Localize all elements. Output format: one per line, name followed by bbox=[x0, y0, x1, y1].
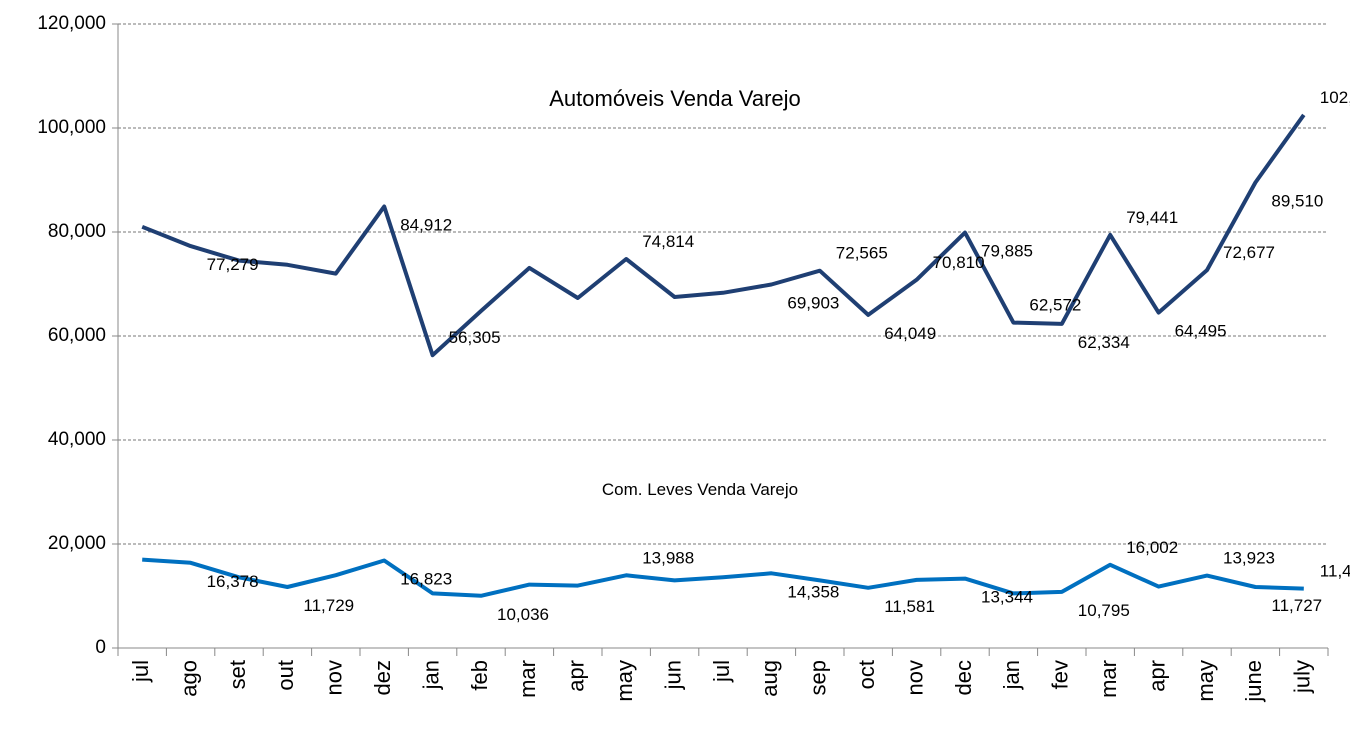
data-label: 10,036 bbox=[497, 605, 549, 624]
data-label: 79,885 bbox=[981, 242, 1033, 261]
x-tick-label: jun bbox=[660, 660, 685, 690]
data-label: 16,378 bbox=[207, 572, 259, 591]
data-label: 13,988 bbox=[642, 548, 694, 567]
data-label: 16,823 bbox=[400, 570, 452, 589]
series-label: Com. Leves Venda Varejo bbox=[602, 480, 798, 499]
data-label: 14,358 bbox=[787, 582, 839, 601]
x-tick-label: fev bbox=[1048, 660, 1073, 689]
x-tick-label: jul bbox=[709, 660, 734, 683]
x-tick-label: dec bbox=[951, 660, 976, 695]
data-label: 84,912 bbox=[400, 215, 452, 234]
y-tick-label: 0 bbox=[95, 637, 106, 658]
data-label: 11,727 bbox=[1271, 596, 1322, 615]
x-tick-label: ago bbox=[176, 660, 201, 697]
series-line bbox=[141, 113, 1306, 358]
data-label: 11,426 bbox=[1320, 562, 1350, 581]
data-label: 11,729 bbox=[303, 596, 354, 615]
x-tick-label: dez bbox=[370, 660, 395, 695]
x-tick-label: jan bbox=[418, 660, 443, 690]
data-label: 16,002 bbox=[1126, 538, 1178, 557]
data-label: 79,441 bbox=[1126, 208, 1178, 227]
y-tick-label: 20,000 bbox=[48, 533, 106, 554]
data-label: 102,510 bbox=[1320, 88, 1350, 107]
x-tick-label: may bbox=[612, 660, 637, 702]
y-tick-label: 120,000 bbox=[37, 13, 106, 34]
data-label: 72,565 bbox=[836, 244, 888, 263]
y-tick-label: 40,000 bbox=[48, 429, 106, 450]
x-tick-label: set bbox=[225, 660, 250, 689]
x-tick-label: aug bbox=[757, 660, 782, 697]
x-tick-label: mar bbox=[1096, 660, 1121, 698]
x-tick-label: june bbox=[1241, 660, 1266, 703]
data-label: 72,677 bbox=[1223, 243, 1275, 262]
x-tick-label: nov bbox=[902, 660, 927, 695]
x-tick-label: nov bbox=[322, 660, 347, 695]
series-label: Automóveis Venda Varejo bbox=[549, 86, 801, 111]
y-tick-label: 80,000 bbox=[48, 221, 106, 242]
data-label: 13,923 bbox=[1223, 549, 1275, 568]
x-tick-label: apr bbox=[564, 660, 589, 692]
data-label: 56,305 bbox=[449, 328, 501, 347]
x-tick-label: apr bbox=[1144, 660, 1169, 692]
data-label: 69,903 bbox=[787, 294, 839, 313]
data-label: 74,814 bbox=[642, 232, 694, 251]
data-label: 64,049 bbox=[884, 324, 936, 343]
x-tick-label: jul bbox=[128, 660, 153, 683]
data-label: 11,581 bbox=[884, 597, 935, 616]
x-tick-label: may bbox=[1193, 660, 1218, 702]
data-label: 89,510 bbox=[1271, 192, 1323, 211]
data-label: 77,279 bbox=[207, 255, 259, 274]
x-tick-label: sep bbox=[806, 660, 831, 695]
series-line bbox=[142, 557, 1304, 598]
x-tick-label: jan bbox=[999, 660, 1024, 690]
x-tick-label: mar bbox=[515, 660, 540, 698]
data-label: 62,572 bbox=[1029, 296, 1081, 315]
data-label: 70,810 bbox=[933, 253, 985, 272]
data-label: 64,495 bbox=[1175, 322, 1227, 341]
y-tick-label: 100,000 bbox=[37, 117, 106, 138]
x-tick-label: oct bbox=[854, 660, 879, 689]
x-tick-label: feb bbox=[467, 660, 492, 691]
data-label: 62,334 bbox=[1078, 333, 1130, 352]
y-tick-label: 60,000 bbox=[48, 325, 106, 346]
x-tick-label: out bbox=[273, 660, 298, 691]
data-label: 13,344 bbox=[981, 588, 1033, 607]
data-label: 10,795 bbox=[1078, 601, 1130, 620]
x-tick-label: july bbox=[1290, 660, 1315, 694]
